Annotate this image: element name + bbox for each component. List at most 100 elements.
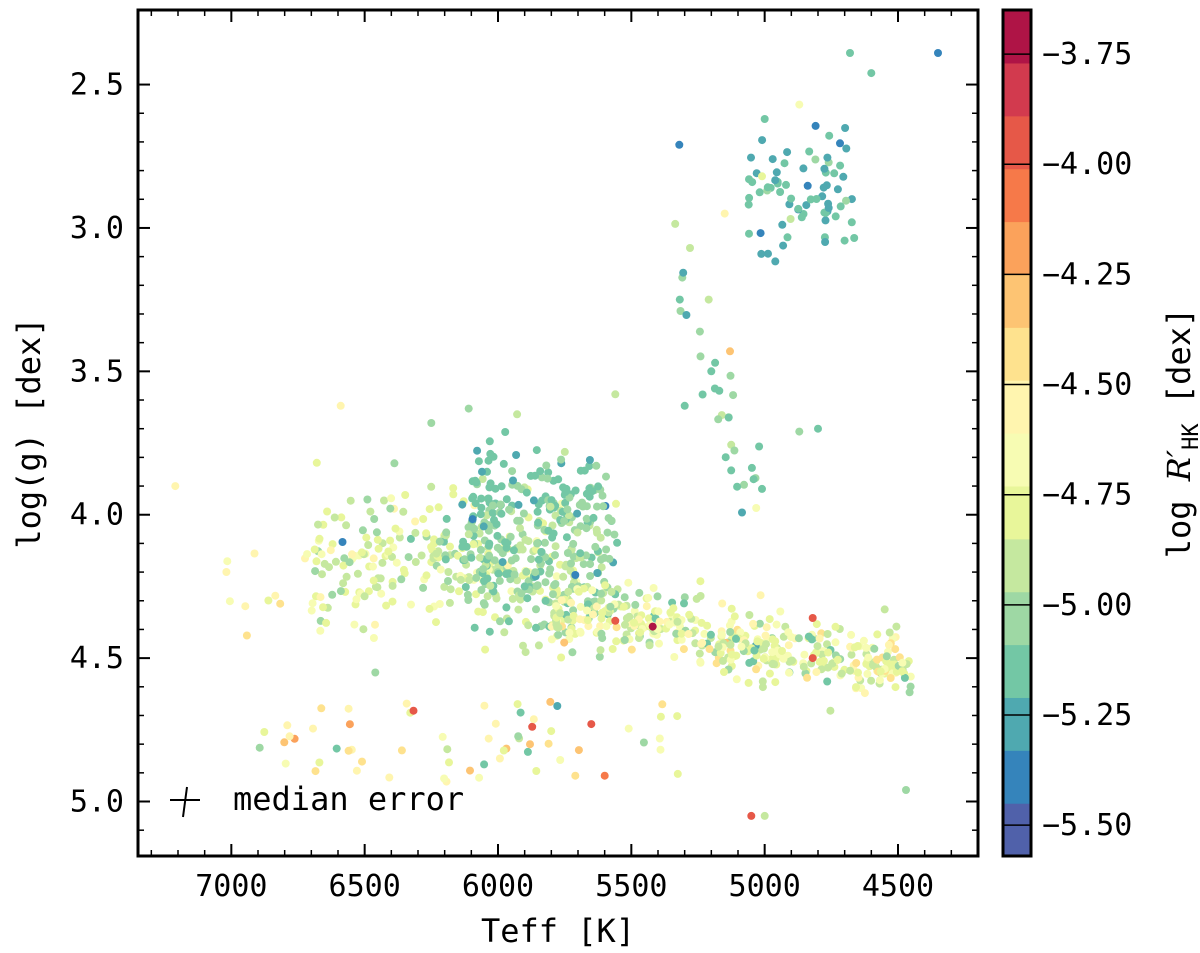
data-point [594,482,603,491]
data-point [714,642,723,651]
data-point [747,811,756,820]
data-point [680,593,689,602]
data-point [522,488,531,497]
data-point [522,567,531,576]
colorbar-tick-label: −4.25 [1042,257,1132,292]
data-point [478,467,486,476]
data-point [639,738,648,747]
data-point [597,596,606,605]
data-point [677,635,686,644]
data-point [561,488,570,497]
data-point [280,738,289,747]
data-point [630,618,638,627]
data-point [362,533,371,542]
data-point [374,544,383,553]
data-point [854,668,862,677]
data-point [828,659,837,668]
data-point [353,569,362,578]
data-point [501,428,510,436]
data-point [800,650,809,659]
data-point [427,482,436,491]
data-point [380,496,388,505]
data-point [588,487,597,496]
data-point [605,554,614,563]
data-point [756,591,765,600]
data-point [758,683,767,692]
colorbar-segment [1003,433,1031,487]
data-point [812,668,821,677]
data-point [532,767,541,775]
colorbar-frame [1001,8,1033,858]
data-point [488,509,497,517]
data-point [785,657,794,666]
data-point [541,578,550,587]
data-point [649,584,658,592]
data-point [344,704,353,713]
colorbar-segment [1003,221,1031,275]
data-point [589,610,597,619]
data-point [417,551,426,560]
data-point [787,194,796,203]
data-point [346,496,355,505]
data-point [476,545,485,554]
data-point [391,524,400,533]
data-point [825,131,834,140]
data-point [491,719,500,728]
data-point [864,653,873,662]
data-point [342,521,351,530]
data-point [497,482,506,491]
data-point [498,558,507,567]
data-point [576,466,585,475]
data-point [656,712,665,721]
data-point [794,204,803,213]
data-point [753,637,762,646]
data-point [493,543,502,552]
data-point [494,569,503,578]
data-point [506,532,515,541]
data-point [544,468,553,477]
data-point [886,674,895,682]
data-point [677,629,686,638]
data-point [328,590,337,599]
data-point [490,516,498,524]
data-point [718,599,727,608]
data-point [606,602,615,611]
data-point [799,662,808,671]
data-point [338,538,347,546]
data-point [384,547,393,556]
data-point [348,550,356,559]
colorbar-tick-label: −5.50 [1042,808,1132,843]
x-axis-title: Teff [K] [481,912,635,950]
data-point [568,648,577,657]
data-point [528,722,537,731]
data-point [310,545,319,554]
data-point [776,188,785,196]
data-point [402,699,411,708]
data-point [776,607,785,616]
data-point [554,630,563,639]
data-point [540,538,549,547]
data-point [435,600,444,608]
data-point [318,570,326,579]
data-point [563,505,572,514]
data-point [523,747,532,756]
data-point [719,656,727,665]
data-point [567,559,575,568]
data-point [782,180,790,189]
data-point [332,744,341,753]
data-point [485,539,494,548]
data-point [312,557,321,566]
data-point [891,645,900,654]
data-point [803,673,812,682]
data-point [686,244,694,252]
data-point [831,212,840,221]
data-point [411,558,420,566]
data-point [369,634,378,642]
data-point [496,500,505,509]
data-point [813,642,822,651]
data-point [833,185,842,194]
data-point [516,524,524,533]
data-point [585,456,594,464]
data-point [513,410,522,419]
